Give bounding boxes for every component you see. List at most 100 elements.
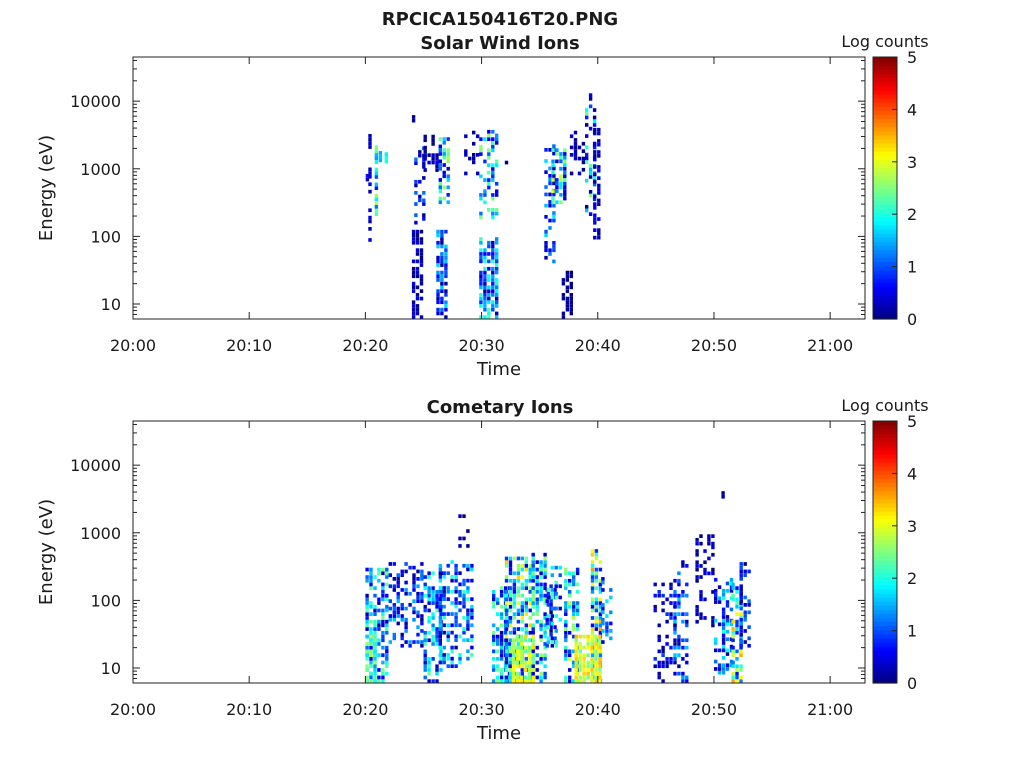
heatmap-cell <box>520 668 524 672</box>
heatmap-cell <box>548 248 552 253</box>
heatmap-cell <box>438 189 442 193</box>
heatmap-cell <box>368 215 372 220</box>
heatmap-cell <box>392 577 396 581</box>
heatmap-cell <box>546 595 550 600</box>
x-tick-label: 20:50 <box>691 336 737 355</box>
heatmap-cell <box>487 170 491 175</box>
heatmap-cell <box>420 577 424 581</box>
heatmap-cell <box>601 603 605 607</box>
heatmap-cell <box>554 584 558 589</box>
heatmap-cell <box>404 617 408 622</box>
heatmap-cell <box>551 163 555 167</box>
heatmap-cell <box>438 144 442 149</box>
colorbar-step <box>873 269 897 275</box>
heatmap-cell <box>551 189 555 193</box>
heatmap-cell <box>554 591 558 596</box>
heatmap-cell <box>454 589 458 594</box>
colorbar-step <box>873 445 897 451</box>
heatmap-cell <box>568 657 572 661</box>
heatmap-cell <box>496 601 500 605</box>
heatmap-cell <box>598 619 603 624</box>
heatmap-cell <box>458 589 462 594</box>
heatmap-cell <box>695 552 699 557</box>
heatmap-cell <box>412 577 416 581</box>
heatmap-cell <box>524 586 528 590</box>
x-tick-label: 20:00 <box>110 700 156 719</box>
heatmap-cell <box>585 178 589 183</box>
heatmap-cell <box>735 649 739 654</box>
heatmap-cell <box>466 589 470 594</box>
heatmap-cell <box>436 233 440 238</box>
heatmap-cell <box>588 171 593 176</box>
heatmap-cell <box>574 660 578 665</box>
heatmap-cell <box>531 627 535 631</box>
heatmap-cell <box>454 601 458 605</box>
heatmap-cell <box>552 166 556 171</box>
heatmap-cell <box>581 160 586 165</box>
heatmap-cell <box>739 653 743 657</box>
heatmap-cell <box>575 627 580 631</box>
heatmap-cell <box>550 591 554 596</box>
heatmap-cell <box>516 619 521 624</box>
colorbar-tick-label: 2 <box>907 569 917 588</box>
heatmap-cell <box>594 649 598 654</box>
heatmap-cell <box>508 649 513 654</box>
heatmap-cell <box>487 274 491 279</box>
heatmap-cell <box>487 285 491 290</box>
heatmap-cell <box>661 582 665 587</box>
heatmap-cell <box>673 638 677 643</box>
colorbar-step <box>873 539 897 545</box>
y-axis-label: Energy (eV) <box>36 135 57 241</box>
heatmap-cell <box>385 597 389 602</box>
colorbar-tick-label: 1 <box>907 258 917 277</box>
heatmap-cell <box>385 660 389 665</box>
heatmap-cell <box>665 657 669 661</box>
colorbar-label: Log counts <box>841 32 928 51</box>
heatmap-cell <box>440 274 444 279</box>
heatmap-cell <box>384 156 388 160</box>
heatmap-cell <box>563 174 567 179</box>
heatmap-cell <box>594 567 599 572</box>
heatmap-cell <box>677 634 681 639</box>
heatmap-cell <box>491 244 495 249</box>
heatmap-cell <box>442 155 446 160</box>
heatmap-cell <box>569 300 573 305</box>
heatmap-cell <box>539 660 543 665</box>
heatmap-cell <box>552 151 556 156</box>
x-tick-label: 20:20 <box>342 336 388 355</box>
heatmap-cell <box>539 597 543 602</box>
heatmap-cell <box>528 608 532 613</box>
colorbar-step <box>873 437 897 443</box>
heatmap-cell <box>545 617 549 622</box>
heatmap-cell <box>588 97 593 101</box>
heatmap-cell <box>412 617 416 622</box>
heatmap-cell <box>438 589 442 594</box>
heatmap-cell <box>369 679 373 683</box>
heatmap-cell <box>435 601 439 605</box>
heatmap-cell <box>711 571 715 576</box>
heatmap-cell <box>487 296 491 301</box>
heatmap-cell <box>590 567 595 572</box>
heatmap-cell <box>491 274 495 279</box>
heatmap-cell <box>695 605 699 609</box>
heatmap-cell <box>495 141 499 145</box>
heatmap-cell <box>598 660 602 665</box>
heatmap-cell <box>435 604 439 609</box>
heatmap-cell <box>597 235 601 240</box>
colorbar-step <box>873 183 897 189</box>
heatmap-cell <box>368 141 372 146</box>
heatmap-cell <box>440 240 444 245</box>
heatmap-cell <box>582 664 586 669</box>
heatmap-cell <box>431 634 435 639</box>
heatmap-cell <box>496 597 500 602</box>
heatmap-cell <box>574 649 578 654</box>
colorbar-step <box>873 568 897 574</box>
heatmap-cell <box>539 619 543 624</box>
heatmap-cell <box>470 623 474 628</box>
heatmap-cell <box>653 593 657 598</box>
heatmap-cell <box>483 296 487 301</box>
heatmap-cell <box>588 93 593 97</box>
heatmap-cell <box>528 597 532 602</box>
